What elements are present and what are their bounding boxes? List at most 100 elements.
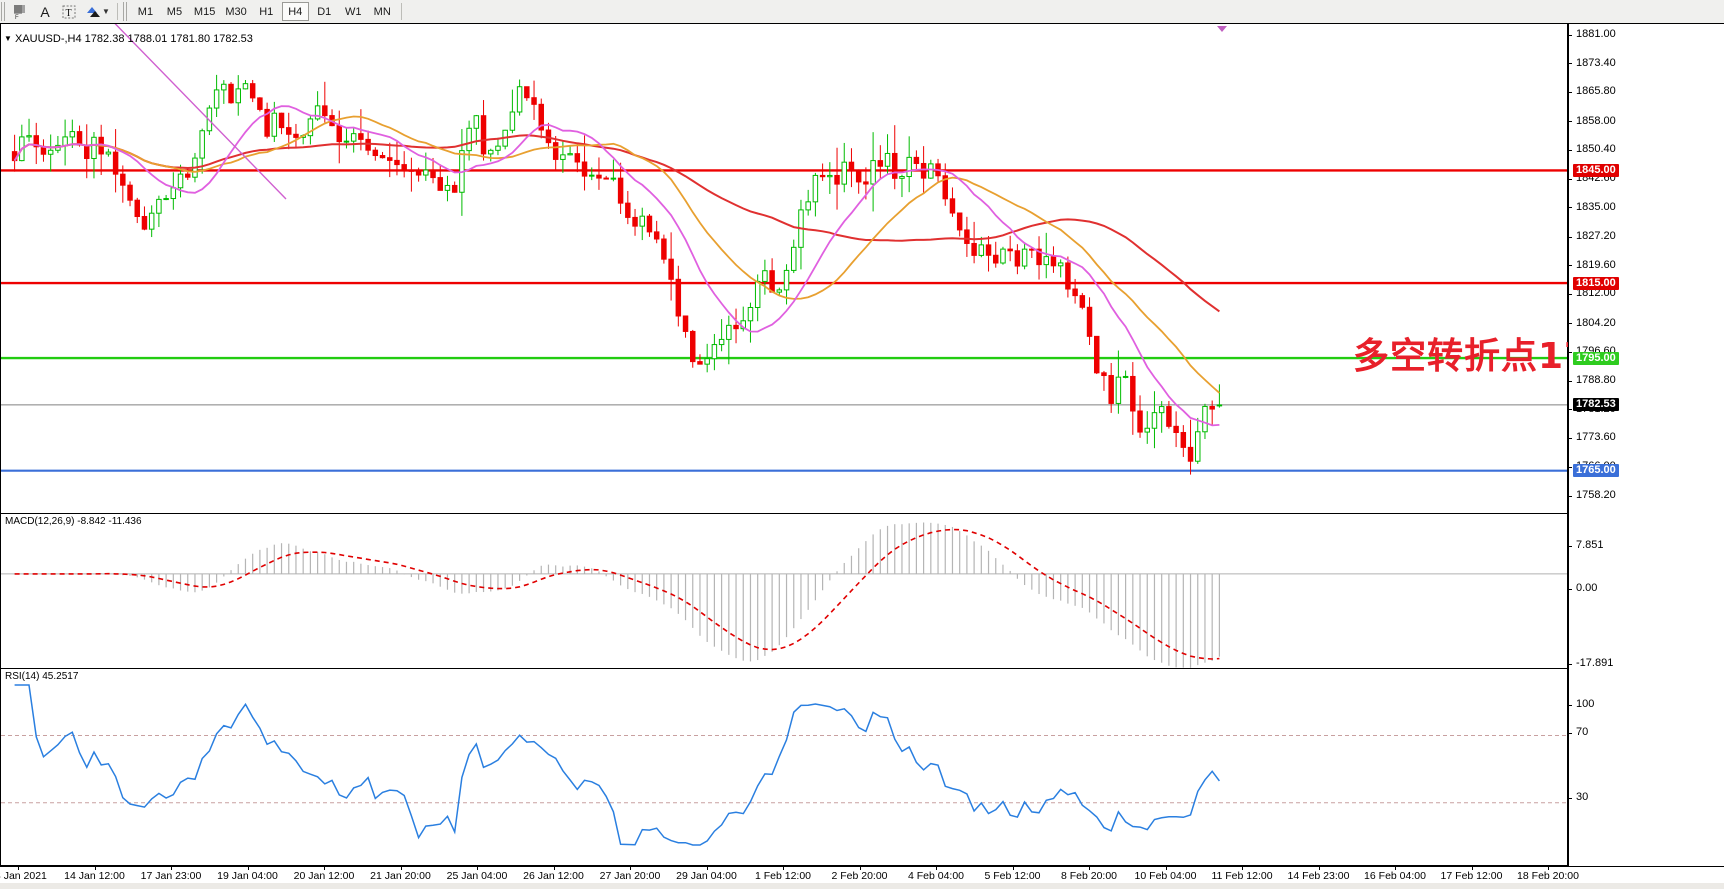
price-pane[interactable]: ▼ XAUUSD-,H4 1782.38 1788.01 1781.80 178… xyxy=(1,24,1567,513)
chart-toolbar: F A T ▼ M1 M5 M15 M30 H1 H4 D1 W1 xyxy=(0,0,1724,24)
macd-pane[interactable]: MACD(12,26,9) -8.842 -11.436 xyxy=(1,513,1567,668)
price-tick: 1842.60 xyxy=(1568,172,1724,184)
price-tick: 1819.60 xyxy=(1568,259,1724,271)
timeframe-group-handle[interactable] xyxy=(122,2,129,21)
time-axis-label: 14 Jan 12:00 xyxy=(64,870,125,882)
time-axis-tick xyxy=(859,867,861,870)
resistance-1845-tag[interactable]: 1845.00 xyxy=(1573,163,1619,177)
timeframe-m5[interactable]: M5 xyxy=(166,5,183,18)
time-axis-tick xyxy=(171,867,172,870)
price-tick: 1850.40 xyxy=(1568,143,1724,155)
svg-text:T: T xyxy=(66,8,72,19)
time-axis-tick xyxy=(783,867,784,870)
price-tick-label: 1858.00 xyxy=(1576,114,1616,127)
timeframe-h4[interactable]: H4 xyxy=(281,2,309,21)
macd-plot xyxy=(1,522,1567,668)
text-box-icon[interactable]: T xyxy=(57,1,81,22)
time-axis-tick xyxy=(18,867,19,870)
price-tick-label: 1812.00 xyxy=(1576,287,1616,300)
time-axis-tick xyxy=(1089,867,1090,870)
time-axis-label: 16 Feb 04:00 xyxy=(1364,870,1426,882)
timeframe-w1[interactable]: W1 xyxy=(344,5,362,18)
price-tick-label: 1865.80 xyxy=(1576,85,1616,98)
time-axis-tick xyxy=(630,867,631,870)
time-axis-label: 10 Feb 04:00 xyxy=(1134,870,1197,882)
time-axis-label: 4 Feb 04:00 xyxy=(907,870,965,882)
rsi-label: RSI(14) 45.2517 xyxy=(5,671,79,682)
rsi-plot xyxy=(1,684,1567,846)
time-axis-tick xyxy=(247,867,249,870)
rsi-axis-30: 30 xyxy=(1568,791,1724,803)
time-axis-tick xyxy=(400,867,402,870)
macd-axis-top: 7.851 xyxy=(1568,539,1724,551)
price-tick: 1881.00 xyxy=(1568,28,1724,40)
crosshair-cursor-icon[interactable]: F xyxy=(9,1,33,22)
timeframe-m1[interactable]: M1 xyxy=(137,5,154,18)
price-tick-label: 1835.00 xyxy=(1576,200,1616,213)
price-tick-label: 1850.40 xyxy=(1576,143,1616,156)
time-axis-tick xyxy=(1012,867,1014,870)
object-marker-icon xyxy=(1217,26,1227,32)
support-1765-tag[interactable]: 1765.00 xyxy=(1573,464,1619,478)
time-axis-label: 11 Feb 12:00 xyxy=(1211,870,1273,882)
timeframe-h1[interactable]: H1 xyxy=(259,5,274,18)
price-tick-label: 1827.20 xyxy=(1576,230,1616,243)
time-axis-tick xyxy=(706,867,708,870)
price-axis[interactable]: 1881.00 1873.40 1865.80 1858.00 1850.40 1842.… xyxy=(1568,23,1724,867)
price-tick: 1758.20 xyxy=(1568,489,1724,501)
svg-text:F: F xyxy=(15,15,19,20)
text-label-icon[interactable]: A xyxy=(40,3,50,20)
time-axis-tick xyxy=(1395,867,1396,870)
time-axis-label: 13 Jan 2021 xyxy=(0,870,47,882)
timeframe-mn[interactable]: MN xyxy=(373,5,391,18)
rsi-pane[interactable]: RSI(14) 45.2517 xyxy=(1,668,1567,867)
resistance-1815-tag[interactable]: 1815.00 xyxy=(1573,276,1619,290)
time-axis-label: 17 Jan 23:00 xyxy=(140,870,202,882)
time-axis-tick xyxy=(936,867,937,870)
chevron-down-icon[interactable]: ▼ xyxy=(102,7,110,16)
time-axis-tick xyxy=(94,867,96,870)
timeframe-m15[interactable]: M15 xyxy=(193,5,216,18)
pivot-1795-tag[interactable]: 1795.00 xyxy=(1573,351,1619,365)
time-axis-label: 18 Feb 20:00 xyxy=(1517,870,1579,882)
rsi-axis-100: 100 xyxy=(1568,698,1724,710)
price-tick: 1873.40 xyxy=(1568,57,1724,69)
price-tick: 1858.00 xyxy=(1568,115,1724,127)
price-tick: 1804.20 xyxy=(1568,317,1724,329)
time-axis-tick xyxy=(1242,867,1243,870)
time-axis-label: 21 Jan 20:00 xyxy=(370,870,431,882)
time-axis-label: 19 Jan 04:00 xyxy=(217,870,278,882)
price-tick-label: 1758.20 xyxy=(1576,489,1616,502)
price-candles xyxy=(1,24,1567,475)
time-axis-tick xyxy=(324,867,325,870)
rsi-axis-70: 70 xyxy=(1568,726,1724,738)
last-price-tag[interactable]: 1782.53 xyxy=(1573,398,1619,412)
toolbar-drag-handle[interactable] xyxy=(1,2,7,21)
price-tick-label: 1881.00 xyxy=(1576,28,1616,41)
price-tick-label: 1773.60 xyxy=(1576,431,1616,444)
axis-vertical-line xyxy=(1568,24,1569,867)
price-tick: 1827.20 xyxy=(1568,230,1724,242)
time-axis-label: 17 Feb 12:00 xyxy=(1440,870,1503,882)
time-axis-tick xyxy=(1165,867,1167,870)
symbol-collapse-icon[interactable]: ▼ xyxy=(4,34,12,43)
price-tick: 1835.00 xyxy=(1568,201,1724,213)
price-tick: 1865.80 xyxy=(1568,85,1724,97)
shapes-icon[interactable] xyxy=(81,1,105,22)
time-axis-label: 26 Jan 12:00 xyxy=(523,870,584,882)
timeframe-d1[interactable]: D1 xyxy=(317,5,332,18)
plot-area[interactable]: ▼ XAUUSD-,H4 1782.38 1788.01 1781.80 178… xyxy=(0,23,1641,867)
macd-label: MACD(12,26,9) -8.842 -11.436 xyxy=(5,516,142,527)
macd-axis-bottom: -17.891 xyxy=(1568,657,1724,669)
time-axis-tick xyxy=(1471,867,1473,870)
timeframe-m30[interactable]: M30 xyxy=(225,5,247,18)
price-tick: 1812.00 xyxy=(1568,287,1724,299)
price-tick-label: 1788.80 xyxy=(1576,374,1616,387)
time-axis-tick xyxy=(1318,867,1320,870)
price-tick: 1773.60 xyxy=(1568,431,1724,443)
symbol-quote-label: XAUUSD-,H4 1782.38 1788.01 1781.80 1782.… xyxy=(15,33,253,45)
time-axis-label: 14 Feb 23:00 xyxy=(1287,870,1350,882)
time-axis-label: 27 Jan 20:00 xyxy=(599,870,661,882)
chart-frame: ▼ XAUUSD-,H4 1782.38 1788.01 1781.80 178… xyxy=(0,23,1724,890)
horizontal-scrollbar[interactable] xyxy=(0,883,1724,889)
